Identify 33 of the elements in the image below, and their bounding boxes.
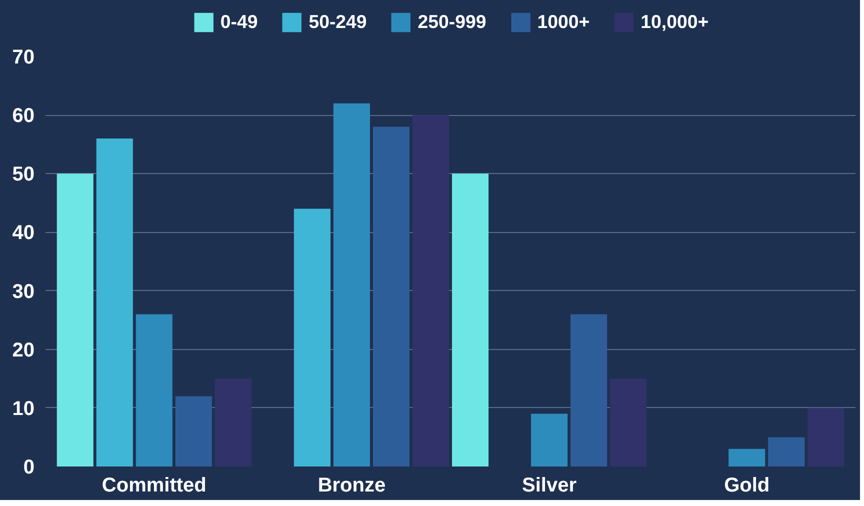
bar — [175, 396, 212, 466]
bar — [294, 208, 330, 466]
bar — [372, 126, 410, 466]
y-tick-label: 20 — [12, 339, 35, 362]
legend-label: 250-999 — [418, 11, 486, 33]
bar — [808, 408, 844, 466]
bar — [570, 314, 608, 466]
y-tick-label: 0 — [23, 456, 34, 478]
bar — [531, 414, 568, 466]
bar — [728, 448, 766, 466]
legend-label: 50-249 — [308, 11, 367, 33]
y-tick-label: 70 — [12, 46, 35, 68]
legend-label: 1000+ — [537, 11, 590, 33]
x-tick-label: Bronze — [318, 474, 386, 496]
y-tick-label: 60 — [12, 105, 35, 128]
bar — [96, 138, 133, 466]
legend-label: 0-49 — [220, 11, 258, 33]
bar — [136, 314, 172, 466]
y-tick-label: 30 — [12, 280, 35, 303]
bar — [214, 378, 252, 466]
y-tick-label: 40 — [12, 222, 35, 244]
bar — [333, 103, 370, 466]
x-tick-label: Silver — [522, 474, 577, 496]
bar — [412, 115, 450, 466]
bar — [610, 378, 647, 466]
bar — [768, 437, 805, 466]
x-tick-label: Committed — [102, 474, 206, 496]
bar — [56, 174, 94, 466]
y-tick-label: 10 — [12, 398, 35, 420]
y-tick-label: 50 — [12, 164, 35, 186]
bar — [452, 174, 489, 466]
legend-label: 10,000+ — [640, 11, 709, 33]
x-tick-label: Gold — [724, 474, 770, 496]
